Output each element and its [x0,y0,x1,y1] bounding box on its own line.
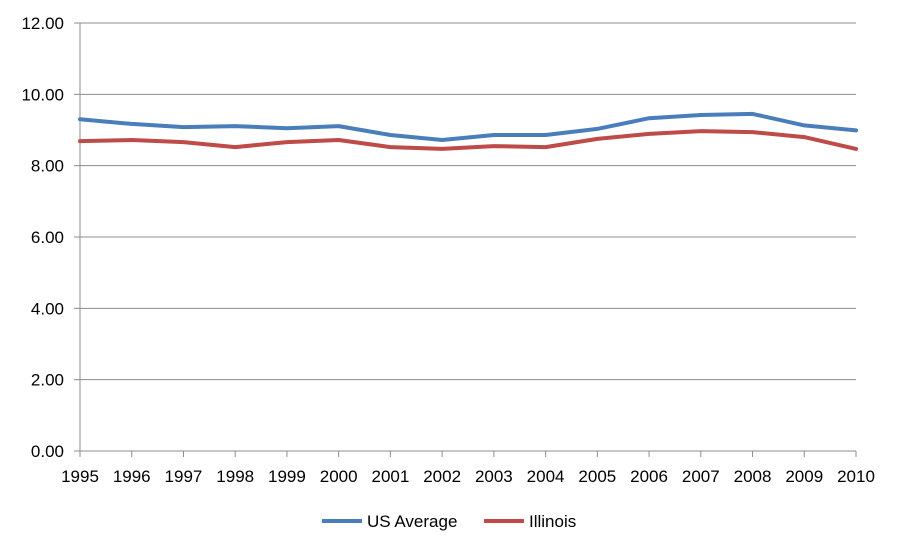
y-tick-label: 4.00 [31,299,64,318]
y-axis-ticks: 0.00 2.00 4.00 6.00 8.00 10.00 12.00 [21,14,80,461]
series-lines [78,111,858,151]
x-axis-ticks: 1995 1996 1997 1998 1999 2000 2001 2002 2003 2004… [61,451,875,486]
legend-label: Illinois [529,512,576,531]
x-tick-label: 1997 [165,467,203,486]
x-tick-label: 1995 [61,467,99,486]
legend-label: US Average [367,512,457,531]
x-tick-label: 2008 [734,467,772,486]
series-line-us-average [78,111,858,142]
y-tick-label: 10.00 [21,85,64,104]
x-tick-label: 2005 [578,467,616,486]
series-line-illinois [78,129,858,151]
gridlines [80,22,856,381]
x-tick-label: 2009 [785,467,823,486]
x-tick-label: 2000 [320,467,358,486]
y-tick-label: 0.00 [31,442,64,461]
x-tick-label: 2002 [423,467,461,486]
y-tick-label: 12.00 [21,14,64,33]
x-tick-label: 2010 [837,467,875,486]
y-tick-label: 8.00 [31,157,64,176]
x-tick-label: 1998 [216,467,254,486]
y-tick-label: 6.00 [31,228,64,247]
x-tick-label: 1996 [113,467,151,486]
x-tick-label: 2003 [475,467,513,486]
x-tick-label: 2004 [527,467,565,486]
x-tick-label: 2001 [371,467,409,486]
x-tick-label: 2007 [682,467,720,486]
legend: US Average Illinois [322,512,576,531]
x-tick-label: 2006 [630,467,668,486]
y-tick-label: 2.00 [31,371,64,390]
x-tick-label: 1999 [268,467,306,486]
